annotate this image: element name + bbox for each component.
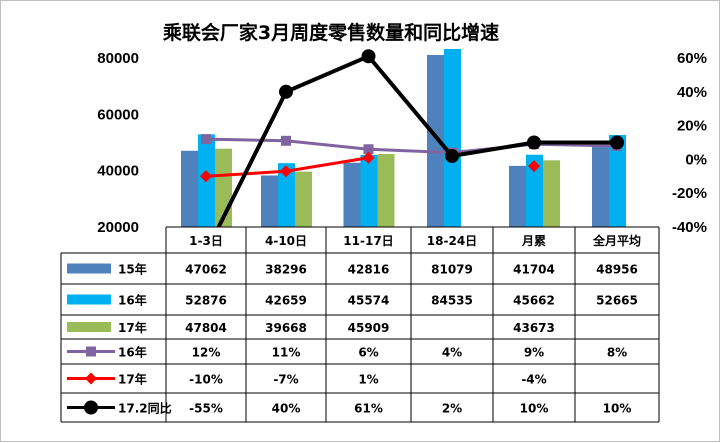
- category-label: 11-17日: [343, 234, 393, 248]
- bar-16年: [526, 154, 543, 227]
- table-cell: 61%: [354, 402, 383, 416]
- point-17年: [528, 160, 540, 173]
- bar-15年: [427, 54, 444, 227]
- table-cell: 12%: [192, 346, 221, 360]
- bar-15年: [261, 175, 278, 227]
- legend-key-17年: [67, 322, 111, 332]
- left-axis: 80000 60000 40000 20000: [97, 50, 139, 236]
- point-17年: [200, 170, 212, 183]
- line-17.2同比: [216, 53, 617, 227]
- point-17.2同比: [445, 149, 459, 164]
- table-cell: 43673: [513, 321, 555, 335]
- bar-16年: [360, 154, 378, 227]
- point-17.2同比: [527, 135, 541, 150]
- table-cell: 11%: [272, 346, 301, 360]
- legend-marker-17.2同比: [84, 400, 98, 415]
- point-17.2同比: [610, 135, 624, 150]
- left-tick-label: 20000: [97, 219, 139, 236]
- table-cell: 39668: [265, 321, 307, 335]
- table-cell: 38296: [265, 263, 307, 277]
- table-cell: 47804: [185, 321, 227, 335]
- bar-series-group: [181, 49, 626, 227]
- category-label: 全月平均: [592, 233, 641, 248]
- right-tick-label: 40%: [677, 84, 707, 101]
- table-cell: 47062: [185, 263, 227, 277]
- table-cell: 10%: [520, 402, 549, 416]
- legend-label: 16年: [118, 345, 147, 360]
- table-cell: 41704: [513, 263, 555, 277]
- table-cell: 9%: [524, 346, 544, 360]
- bar-17年: [295, 171, 312, 227]
- legend-key-15年: [67, 263, 111, 274]
- table-cell: 6%: [358, 346, 378, 360]
- point-17年: [280, 165, 292, 178]
- bar-15年: [592, 145, 609, 227]
- table-cell: 45662: [513, 294, 555, 308]
- table-cell: 52876: [185, 294, 227, 308]
- data-table: 1-3日 4-10日 11-17日 18-24日 月累 全月平均 15年 47062 38296…: [60, 226, 660, 423]
- table-cell: 2%: [442, 402, 462, 416]
- table-cell: -4%: [521, 373, 546, 387]
- bar-17年: [377, 154, 395, 227]
- legend-label: 17年: [118, 320, 147, 335]
- category-label: 18-24日: [427, 234, 477, 248]
- legend-label: 17年: [118, 372, 147, 387]
- point-16年: [363, 144, 374, 155]
- right-axis: 60% 40% 20% 0% -20% -40%: [672, 50, 707, 236]
- right-tick-label: 0%: [685, 151, 707, 168]
- table-cell: 40%: [272, 402, 301, 416]
- line-series-group: [200, 49, 624, 227]
- category-label: 月累: [521, 234, 546, 248]
- table-cell: -7%: [273, 373, 298, 387]
- point-16年: [201, 134, 211, 145]
- legend-label: 17.2同比: [118, 401, 172, 416]
- table-cell: 1%: [358, 373, 378, 387]
- table-cell: 42816: [348, 263, 390, 277]
- point-17.2同比: [279, 84, 293, 99]
- table-cell: -10%: [189, 373, 223, 387]
- table-cell: 52665: [596, 294, 638, 308]
- legend-label: 15年: [118, 262, 147, 277]
- left-tick-label: 80000: [97, 50, 139, 67]
- bar-16年: [609, 134, 626, 227]
- table-cell: 48956: [596, 263, 638, 277]
- bar-15年: [343, 162, 361, 227]
- table-cell: -55%: [189, 402, 223, 416]
- table-cell: 4%: [442, 346, 462, 360]
- table-cell: 10%: [603, 402, 632, 416]
- left-tick-label: 40000: [97, 163, 139, 180]
- legend-marker-17年: [85, 372, 97, 385]
- right-tick-label: -20%: [672, 185, 707, 202]
- table-cell: 42659: [265, 294, 307, 308]
- right-tick-label: -40%: [672, 219, 707, 236]
- table-cell: 81079: [431, 263, 473, 277]
- bar-17年: [543, 160, 560, 227]
- bar-15年: [509, 165, 526, 227]
- legend-marker-16年: [86, 346, 96, 357]
- right-tick-label: 60%: [677, 50, 707, 67]
- table-cell: 45574: [348, 294, 390, 308]
- category-label: 4-10日: [265, 234, 307, 248]
- category-label: 1-3日: [189, 234, 223, 248]
- point-17.2同比: [361, 49, 376, 64]
- legend-key-16年: [67, 294, 111, 305]
- chart-title: 乘联会厂家3月周度零售数量和同比增速: [162, 21, 499, 44]
- point-17年: [362, 151, 375, 164]
- bar-16年: [278, 163, 295, 227]
- table-cell: 84535: [431, 294, 473, 308]
- left-tick-label: 60000: [97, 106, 139, 123]
- bar-16年: [444, 49, 461, 227]
- table-cell: 8%: [607, 346, 627, 360]
- right-tick-label: 20%: [677, 118, 707, 135]
- legend-label: 16年: [118, 293, 147, 308]
- bar-15年: [181, 150, 198, 227]
- table-cell: 45909: [348, 321, 390, 335]
- point-16年: [281, 135, 291, 146]
